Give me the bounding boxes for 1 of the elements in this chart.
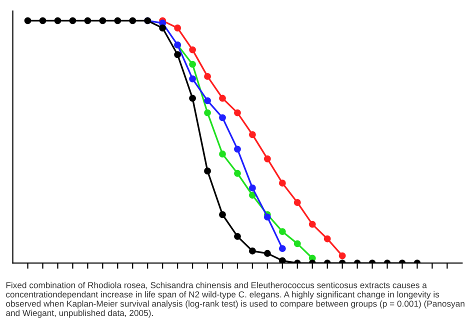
text: Fixed combination of Rhodiola rosea, Schisandra chinensis and Eleutherococcus senticosus extracts causes a concentrationdependant increase in life span of N2 wild-type C. elegans. A highly significant change in longevity is observed when Kaplan-Meier survival analysis (log-rank test) is used to compare between groups (p = 0.001) (Panosyan and Wiegant, unpublished data, 2005). bbox=[6, 282, 464, 318]
